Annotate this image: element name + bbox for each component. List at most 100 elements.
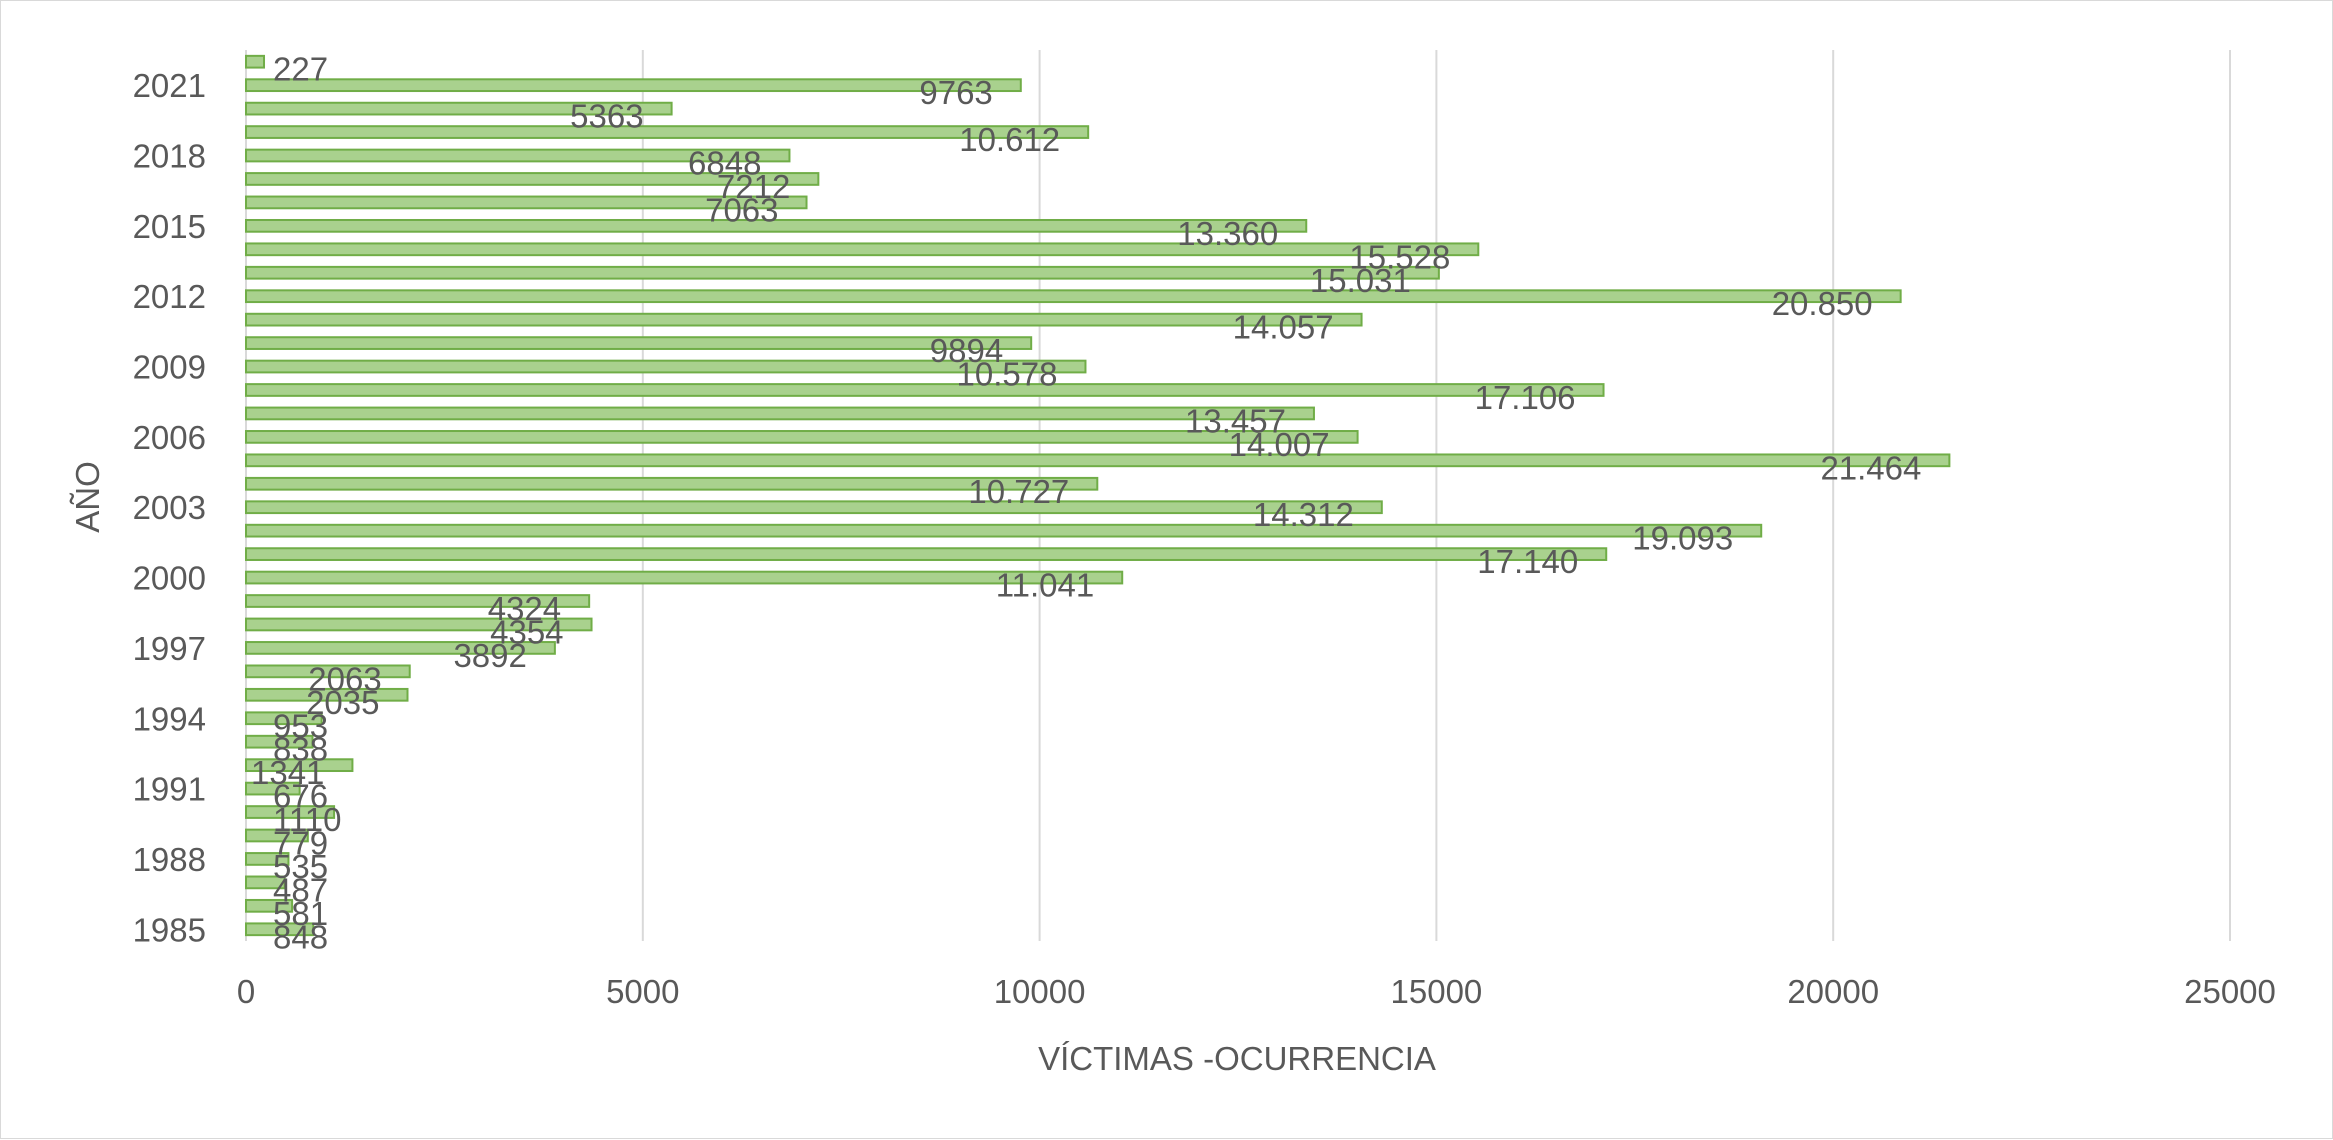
y-tick-2000: 2000	[133, 560, 206, 597]
data-label-2006: 14.007	[1229, 426, 1330, 463]
data-label-2007: 13.457	[1185, 402, 1286, 439]
bar-2015	[245, 218, 1308, 233]
data-label-1996: 2063	[308, 660, 381, 697]
bar-1996	[245, 664, 411, 679]
data-label-2016: 7063	[705, 191, 778, 228]
data-label-1993: 838	[273, 731, 328, 768]
data-label-2020: 5363	[570, 98, 643, 135]
data-label-1995: 2035	[306, 684, 379, 721]
data-label-2005: 21.464	[1820, 449, 1921, 486]
bar-2004	[245, 476, 1099, 491]
y-tick-2012: 2012	[133, 278, 206, 315]
data-label-1985: 848	[273, 918, 328, 955]
data-label-2014: 15.528	[1349, 238, 1450, 275]
bar-1991	[245, 781, 301, 796]
bar-2016	[245, 195, 808, 210]
bar-2008	[245, 383, 1605, 397]
data-label-2002: 19.093	[1632, 520, 1733, 557]
bar-2014	[245, 242, 1480, 257]
bar-1992	[245, 758, 354, 773]
data-label-2013: 15.031	[1310, 262, 1411, 299]
bar-2011	[245, 312, 1363, 327]
x-tick-0: 0	[237, 973, 255, 1010]
data-label-1988: 535	[273, 848, 328, 885]
bar-2017	[245, 172, 820, 186]
data-label-2019: 10.612	[959, 121, 1060, 158]
bar-2022	[245, 54, 266, 69]
data-label-2012: 20.850	[1772, 285, 1873, 322]
x-tick-10000: 10000	[994, 973, 1086, 1010]
x-tick-15000: 15000	[1391, 973, 1483, 1010]
x-axis-title: VÍCTIMAS -OCURRENCIA	[1038, 1040, 1436, 1077]
bar-2006	[245, 430, 1359, 444]
data-label-2009: 10.578	[957, 356, 1058, 393]
x-tick-5000: 5000	[606, 973, 679, 1010]
y-tick-2015: 2015	[133, 208, 206, 245]
bar-1986	[245, 898, 294, 913]
data-label-1998: 4354	[490, 613, 563, 650]
bar-2018	[245, 148, 791, 163]
bar-1999	[245, 594, 591, 608]
bar-1985	[245, 922, 315, 937]
x-tick-25000: 25000	[2184, 973, 2276, 1010]
data-label-2003: 14.312	[1253, 496, 1354, 533]
bar-2005	[245, 453, 1951, 468]
bar-2010	[245, 336, 1033, 350]
data-label-2004: 10.727	[968, 473, 1069, 510]
y-tick-1985: 1985	[133, 911, 206, 948]
data-labels: 8485814875357791110676134183895320352063…	[251, 51, 1921, 956]
data-label-1986: 581	[273, 895, 328, 932]
bar-1989	[245, 828, 309, 843]
bar-1998	[245, 617, 593, 632]
data-label-1997: 3892	[453, 637, 526, 674]
data-label-2008: 17.106	[1475, 379, 1576, 416]
data-label-1987: 487	[273, 871, 328, 908]
data-label-2010: 9894	[930, 332, 1003, 369]
data-label-1992: 1341	[251, 754, 324, 791]
bars	[245, 54, 1951, 937]
y-axis-ticks: 1985 1988 1991 1994 1997 2000 2003 2006 2009 2012…	[133, 67, 206, 948]
bar-2003	[245, 500, 1383, 515]
y-tick-2018: 2018	[133, 138, 206, 175]
y-tick-1997: 1997	[133, 630, 206, 667]
data-label-2001: 17.140	[1477, 543, 1578, 580]
bar-2007	[245, 406, 1315, 421]
x-tick-20000: 20000	[1787, 973, 1879, 1010]
y-tick-2006: 2006	[133, 419, 206, 456]
data-label-1999: 4324	[488, 590, 561, 627]
x-axis-ticks: 0 5000 10000 15000 20000 25000	[237, 973, 2276, 1010]
data-label-1994: 953	[273, 707, 328, 744]
bar-1988	[245, 852, 290, 866]
y-axis-title: AÑO	[69, 461, 106, 533]
data-label-1989: 779	[273, 824, 328, 861]
data-label-2022: 227	[273, 51, 328, 88]
bar-2001	[245, 547, 1608, 561]
y-tick-2021: 2021	[133, 67, 206, 104]
bar-1993	[245, 734, 314, 749]
bar-1995	[245, 687, 409, 702]
data-label-2021: 9763	[919, 74, 992, 111]
data-label-2011: 14.057	[1233, 309, 1334, 346]
y-tick-2009: 2009	[133, 349, 206, 386]
bar-2020	[245, 101, 673, 116]
data-label-2015: 13.360	[1177, 215, 1278, 252]
y-tick-2003: 2003	[133, 489, 206, 526]
y-tick-1994: 1994	[133, 700, 206, 737]
data-label-2017: 7212	[717, 168, 790, 205]
y-tick-1988: 1988	[133, 841, 206, 878]
bar-2021	[245, 78, 1022, 93]
bar-1990	[245, 805, 336, 819]
bar-2012	[245, 289, 1902, 304]
bar-2002	[245, 523, 1763, 538]
data-label-1991: 676	[273, 778, 328, 815]
bar-2000	[245, 570, 1124, 585]
bar-1987	[245, 875, 286, 890]
bar-2019	[245, 125, 1090, 139]
data-label-2000: 11.041	[996, 567, 1094, 604]
bar-2013	[245, 265, 1440, 280]
bar-2009	[245, 359, 1087, 374]
bar-1994	[245, 711, 323, 726]
y-tick-1991: 1991	[133, 771, 206, 808]
